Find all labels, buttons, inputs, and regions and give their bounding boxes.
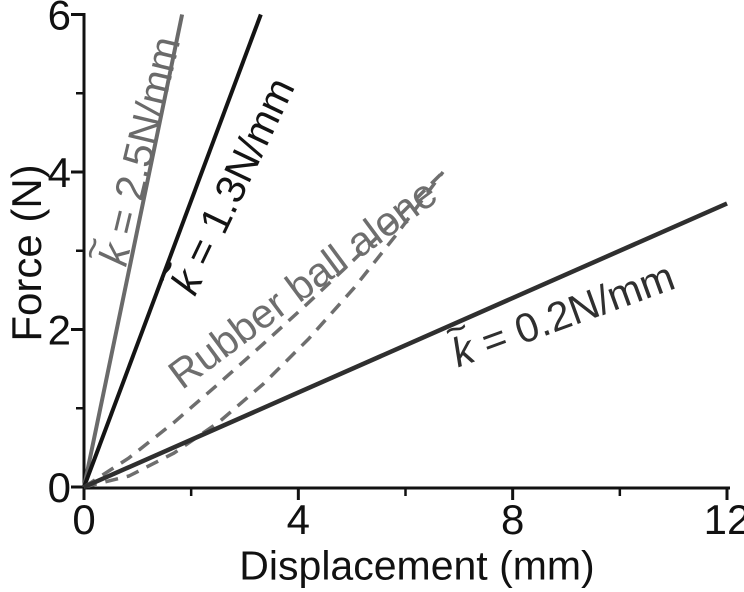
x-tick-label-12: 12 — [704, 496, 744, 543]
x-tick-label-4: 4 — [287, 496, 310, 543]
y-axis-title: Force (N) — [3, 164, 50, 342]
series-line-spring-k-2-5-n-per-mm — [82, 14, 185, 488]
x-tick-label-0: 0 — [72, 496, 95, 543]
y-tick-label-6: 6 — [48, 0, 71, 39]
y-tick-label-4: 4 — [48, 149, 71, 196]
y-tick-label-2: 2 — [48, 307, 71, 354]
series-line-rubber-ball-alone-upper-loading- — [83, 170, 445, 489]
x-tick-label-8: 8 — [501, 496, 524, 543]
series-line-spring-k-1-3-n-per-mm — [82, 13, 263, 488]
series-line-spring-k-0-2-n-per-mm — [83, 201, 728, 490]
y-tick-label-0: 0 — [48, 464, 71, 511]
series-line-rubber-ball-alone-lower-unloading- — [83, 170, 445, 489]
x-axis-title: Displacement (mm) — [239, 542, 595, 589]
